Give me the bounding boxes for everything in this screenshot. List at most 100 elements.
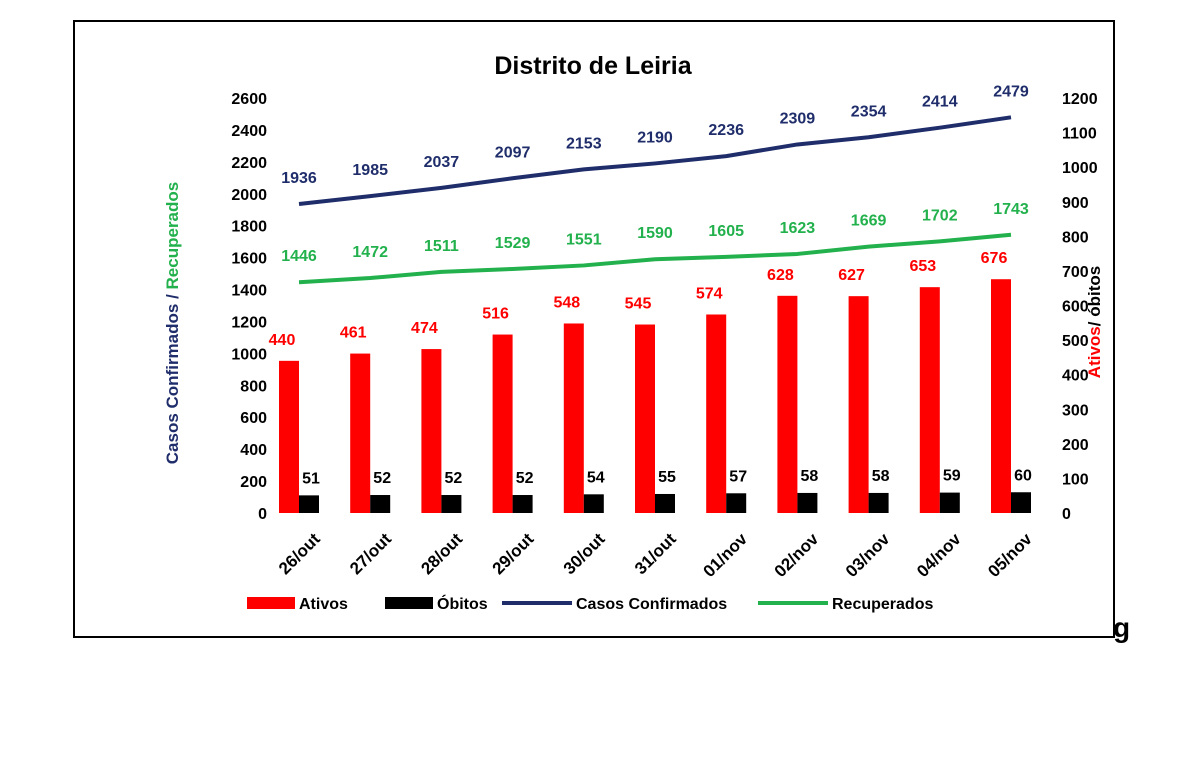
data-label-ativos: 461: [340, 325, 367, 342]
x-tick-label: 26/out: [275, 529, 324, 578]
data-label-recuperados: 1623: [780, 220, 816, 237]
bar-obitos: [797, 492, 818, 513]
chart-frame: Distrito de Leiria 0 200 400 600 800 1000 1200…: [73, 20, 1115, 638]
bar-obitos: [726, 493, 747, 513]
data-label-obitos: 51: [302, 470, 320, 487]
bar-obitos: [370, 495, 391, 513]
x-tick-label: 05/nov: [984, 529, 1036, 581]
bar-ativos: [563, 323, 584, 513]
data-label-casos: 2354: [851, 103, 887, 120]
data-label-recuperados: 1702: [922, 207, 958, 224]
bar-ativos: [777, 295, 798, 513]
bar-ativos: [991, 279, 1011, 513]
combo-chart: Distrito de Leiria 020040060080010001200…: [163, 52, 1104, 613]
data-label-obitos: 55: [658, 469, 676, 486]
x-tick-label: 02/nov: [771, 529, 823, 581]
data-label-casos: 2097: [495, 144, 531, 161]
data-label-recuperados: 1590: [637, 225, 673, 242]
bar-ativos: [350, 353, 371, 513]
y-tick-left: 600: [240, 410, 267, 427]
data-label-recuperados: 1551: [566, 231, 602, 248]
data-label-ativos: 653: [909, 258, 936, 275]
legend-label: Ativos: [299, 596, 348, 613]
right-axis-title: Ativos/ óbitos: [1085, 266, 1104, 378]
bar-ativos: [919, 287, 940, 513]
left-axis-title: Casos Confirmados / Recuperados: [163, 182, 182, 464]
data-label-obitos: 59: [943, 468, 961, 485]
data-label-ativos: 574: [696, 285, 723, 302]
data-label-casos: 2153: [566, 135, 602, 152]
x-tick-label: 30/out: [560, 529, 609, 578]
y-tick-left: 1200: [231, 314, 267, 331]
data-label-casos: 1985: [352, 162, 388, 179]
bar-ativos: [706, 314, 727, 513]
y-tick-left: 1400: [231, 283, 267, 300]
data-label-obitos: 52: [516, 470, 534, 487]
stray-text: g: [1113, 612, 1131, 643]
bar-ativos: [848, 296, 869, 513]
y-tick-right: 300: [1062, 402, 1089, 419]
data-label-obitos: 58: [872, 468, 890, 485]
legend-label: Recuperados: [832, 596, 933, 613]
x-tick-label: 01/nov: [700, 529, 752, 581]
bar-obitos: [441, 495, 462, 513]
data-label-ativos: 676: [981, 250, 1008, 267]
y-tick-left: 0: [258, 506, 267, 523]
bar-obitos: [655, 493, 675, 513]
y-tick-right: 1000: [1062, 160, 1098, 177]
y-tick-left: 2000: [231, 187, 267, 204]
y-tick-left: 400: [240, 442, 267, 459]
y-tick-right: 500: [1062, 333, 1089, 350]
x-tick-label: 29/out: [489, 529, 538, 578]
bar-ativos: [421, 349, 442, 513]
y-tick-left: 200: [240, 474, 267, 491]
data-label-recuperados: 1605: [708, 223, 744, 240]
y-tick-right: 600: [1062, 299, 1089, 316]
data-label-recuperados: 1446: [281, 248, 317, 265]
data-label-obitos: 52: [445, 470, 463, 487]
x-tick-label: 03/nov: [842, 529, 894, 581]
data-label-recuperados: 1669: [851, 213, 887, 230]
data-label-casos: 2479: [993, 83, 1029, 100]
x-tick-label: 28/out: [417, 529, 466, 578]
y-tick-right: 1100: [1062, 126, 1097, 143]
legend-swatch: [247, 597, 295, 609]
line-casos-confirmados: [298, 115, 1012, 206]
data-label-ativos: 440: [269, 332, 296, 349]
y-tick-left: 800: [240, 378, 267, 395]
bar-ativos: [635, 324, 655, 513]
data-label-obitos: 58: [801, 468, 819, 485]
y-tick-right: 400: [1062, 368, 1089, 385]
bar-obitos: [868, 492, 889, 513]
y-tick-right: 100: [1062, 471, 1089, 488]
data-label-obitos: 52: [373, 470, 391, 487]
data-label-casos: 2236: [708, 122, 744, 139]
data-label-recuperados: 1529: [495, 235, 531, 252]
bar-obitos: [299, 495, 319, 513]
data-label-ativos: 628: [767, 267, 794, 284]
x-tick-label: 27/out: [346, 529, 395, 578]
data-label-recuperados: 1743: [993, 201, 1029, 218]
legend-label: Casos Confirmados: [576, 596, 727, 613]
data-label-casos: 1936: [281, 170, 317, 187]
data-label-obitos: 60: [1014, 467, 1032, 484]
data-label-ativos: 545: [625, 296, 652, 313]
legend-swatch: [385, 597, 433, 609]
data-label-casos: 2190: [637, 129, 673, 146]
y-tick-right: 200: [1062, 437, 1089, 454]
bar-obitos: [939, 492, 960, 513]
y-tick-right: 900: [1062, 195, 1089, 212]
y-tick-right: 0: [1062, 506, 1071, 523]
data-label-ativos: 516: [482, 306, 509, 323]
y-tick-right: 700: [1062, 264, 1089, 281]
y-tick-left: 1800: [231, 219, 267, 236]
data-label-casos: 2414: [922, 94, 958, 111]
chart-title: Distrito de Leiria: [494, 52, 692, 80]
bar-ativos: [492, 334, 513, 513]
data-label-obitos: 57: [729, 468, 747, 485]
bar-obitos: [583, 494, 604, 513]
legend-label: Óbitos: [437, 594, 488, 613]
data-label-ativos: 548: [553, 294, 580, 311]
data-label-ativos: 474: [411, 320, 438, 337]
y-tick-left: 2200: [231, 155, 267, 172]
